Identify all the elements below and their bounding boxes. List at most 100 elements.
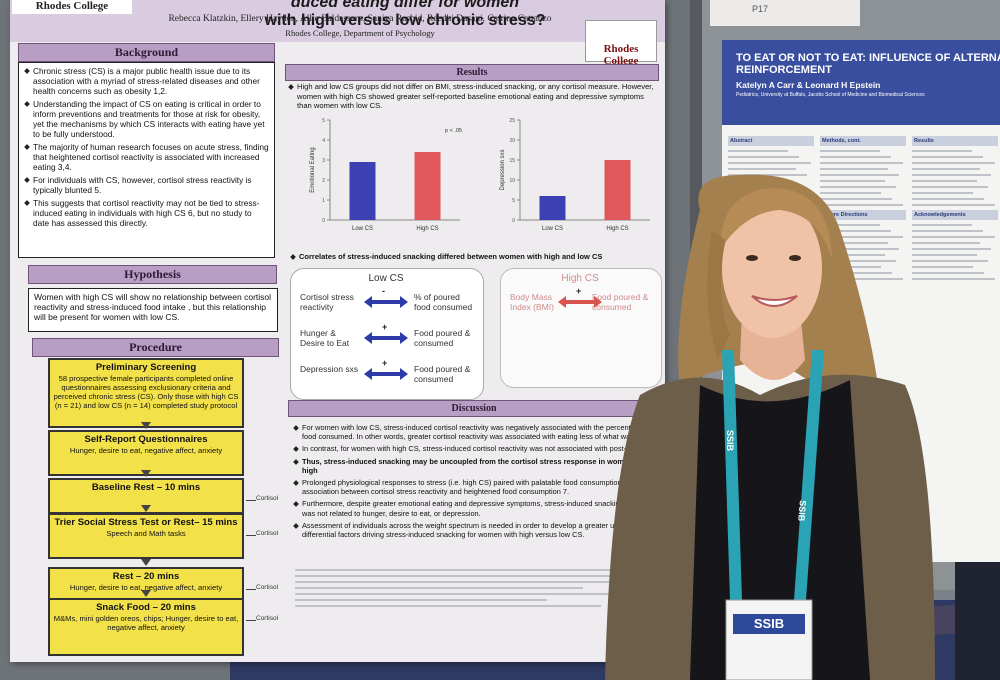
section-heading: Hypothesis	[28, 265, 277, 284]
y-axis-label: Depression sxs	[500, 149, 506, 190]
row-left: Cortisol stress reactivity	[300, 292, 354, 312]
text-line	[820, 150, 881, 152]
text-line	[728, 198, 801, 200]
high-cs-box	[500, 268, 662, 388]
text-line	[820, 254, 885, 256]
row-right: Food poured & consumed	[414, 364, 471, 384]
bar	[539, 196, 566, 220]
x-tick-label: High CS	[416, 226, 438, 232]
bullet: For women with low CS, stress-induced co…	[293, 423, 663, 441]
text-line	[912, 150, 973, 152]
poster-title: duced eating differ for women with high …	[240, 0, 570, 30]
results-charts: 0 1 2 3 4 5 Emotional Eating Low CS High CS p < .…	[310, 118, 650, 232]
background-box: Chronic stress (CS) is a major public he…	[18, 62, 275, 258]
bullet: Thus, stress-induced snacking may be unc…	[293, 457, 663, 475]
step-title: Trier Social Stress Test or Rest– 15 min…	[54, 517, 238, 528]
text-line	[820, 266, 882, 268]
board-label: P17	[752, 4, 769, 14]
side-label: Cortisol	[256, 615, 279, 622]
text-line	[728, 248, 796, 250]
text-line	[728, 162, 811, 164]
authors: Rebecca Klatzkin, Ellery Hayden, Allie B…	[168, 14, 552, 24]
right-affiliation: Pediatrics, University at Buffalo, Jacob…	[736, 92, 925, 98]
y-tick-label: 4	[322, 138, 325, 144]
double-arrow	[364, 368, 408, 380]
section-heading: Background	[18, 43, 275, 62]
text-line	[728, 192, 790, 194]
text-line	[728, 310, 800, 312]
right-column: Results Acknowledgements	[912, 132, 998, 284]
text-line	[912, 272, 985, 274]
text-line	[820, 198, 893, 200]
text-line	[728, 174, 808, 176]
text-line	[820, 156, 892, 158]
side-label: Cortisol	[256, 495, 279, 502]
right-section-heading: Acknowledgements	[912, 210, 998, 220]
step-title: Rest – 20 mins	[112, 571, 180, 582]
procedure-step: Snack Food – 20 mins M&Ms, mini golden or…	[48, 598, 244, 656]
text-line	[820, 248, 900, 250]
flow-arrow	[141, 422, 151, 429]
text-line	[912, 162, 995, 164]
text-line	[912, 278, 996, 280]
text-line	[912, 204, 996, 206]
bullet: The majority of human research focuses o…	[24, 142, 269, 172]
y-tick-label: 3	[322, 158, 325, 164]
text-line	[820, 236, 903, 238]
text-line	[728, 272, 790, 274]
flow-arrow	[141, 590, 151, 597]
y-tick-label: 15	[509, 158, 515, 164]
board-card	[710, 0, 860, 26]
double-arrow	[364, 296, 408, 308]
text-line	[820, 272, 893, 274]
double-arrow	[558, 296, 602, 308]
text-line	[912, 174, 992, 176]
bullet: Chronic stress (CS) is a major public he…	[24, 66, 269, 96]
y-axis-label: Emotional Eating	[310, 147, 316, 192]
group-label: High CS	[561, 273, 599, 284]
text-line	[728, 358, 812, 360]
affiliation: Rhodes College, Department of Psychology	[285, 28, 435, 38]
row-right: Food poured & consumed	[414, 328, 471, 348]
logo: Rhodes College	[585, 20, 657, 67]
annotation: p < .05	[445, 128, 462, 134]
flow-arrow	[141, 559, 151, 566]
right-section-heading: Results	[912, 136, 998, 146]
row-right: Food poured & consumed	[592, 292, 649, 312]
right-poster-header: TO EAT OR NOT TO EAT: INFLUENCE OF ALTER…	[722, 40, 1000, 125]
row-sign: +	[576, 286, 582, 296]
text-line	[820, 224, 881, 226]
text-line	[912, 192, 974, 194]
text-line	[728, 266, 804, 268]
bullet: Assessment of individuals across the wei…	[293, 521, 663, 539]
bullet: For individuals with CS, however, cortis…	[24, 175, 269, 195]
hypothesis-box: Women with high CS will show no relation…	[28, 288, 278, 332]
title-line: duced eating differ for women	[290, 0, 520, 11]
x-tick-label: Low CS	[542, 226, 563, 232]
text-line	[728, 278, 801, 280]
side-arrow	[246, 535, 256, 536]
correlates-text: Correlates of stress-induced snacking di…	[290, 252, 660, 261]
arrow-shape	[364, 332, 408, 344]
text-line	[912, 236, 995, 238]
side-label: Cortisol	[256, 530, 279, 537]
double-arrow	[364, 332, 408, 344]
row-left: Body Mass Index (BMI)	[510, 292, 554, 312]
text-line	[728, 150, 789, 152]
text-line	[912, 186, 988, 188]
right-section-heading: Relative Food Reinforcement Measure	[728, 210, 814, 226]
text-line	[728, 346, 790, 348]
right-title-line: TO EAT OR NOT TO EAT: INFLUENCE OF ALTER…	[736, 52, 1000, 64]
step-text: Hunger, desire to eat, negative affect, …	[69, 583, 223, 592]
step-title: Preliminary Screening	[95, 362, 197, 373]
text-line	[820, 186, 896, 188]
text-line	[728, 284, 812, 286]
board-divider	[690, 0, 702, 600]
side-arrow	[246, 500, 256, 501]
right-column: Methods, cont. Future Directions	[820, 132, 906, 284]
step-text: 58 prospective female participants compl…	[53, 374, 239, 410]
discussion-box: For women with low CS, stress-induced co…	[288, 420, 665, 558]
procedure-step: Preliminary Screening 58 prospective fema…	[48, 358, 244, 428]
arrow-shape	[364, 368, 408, 380]
